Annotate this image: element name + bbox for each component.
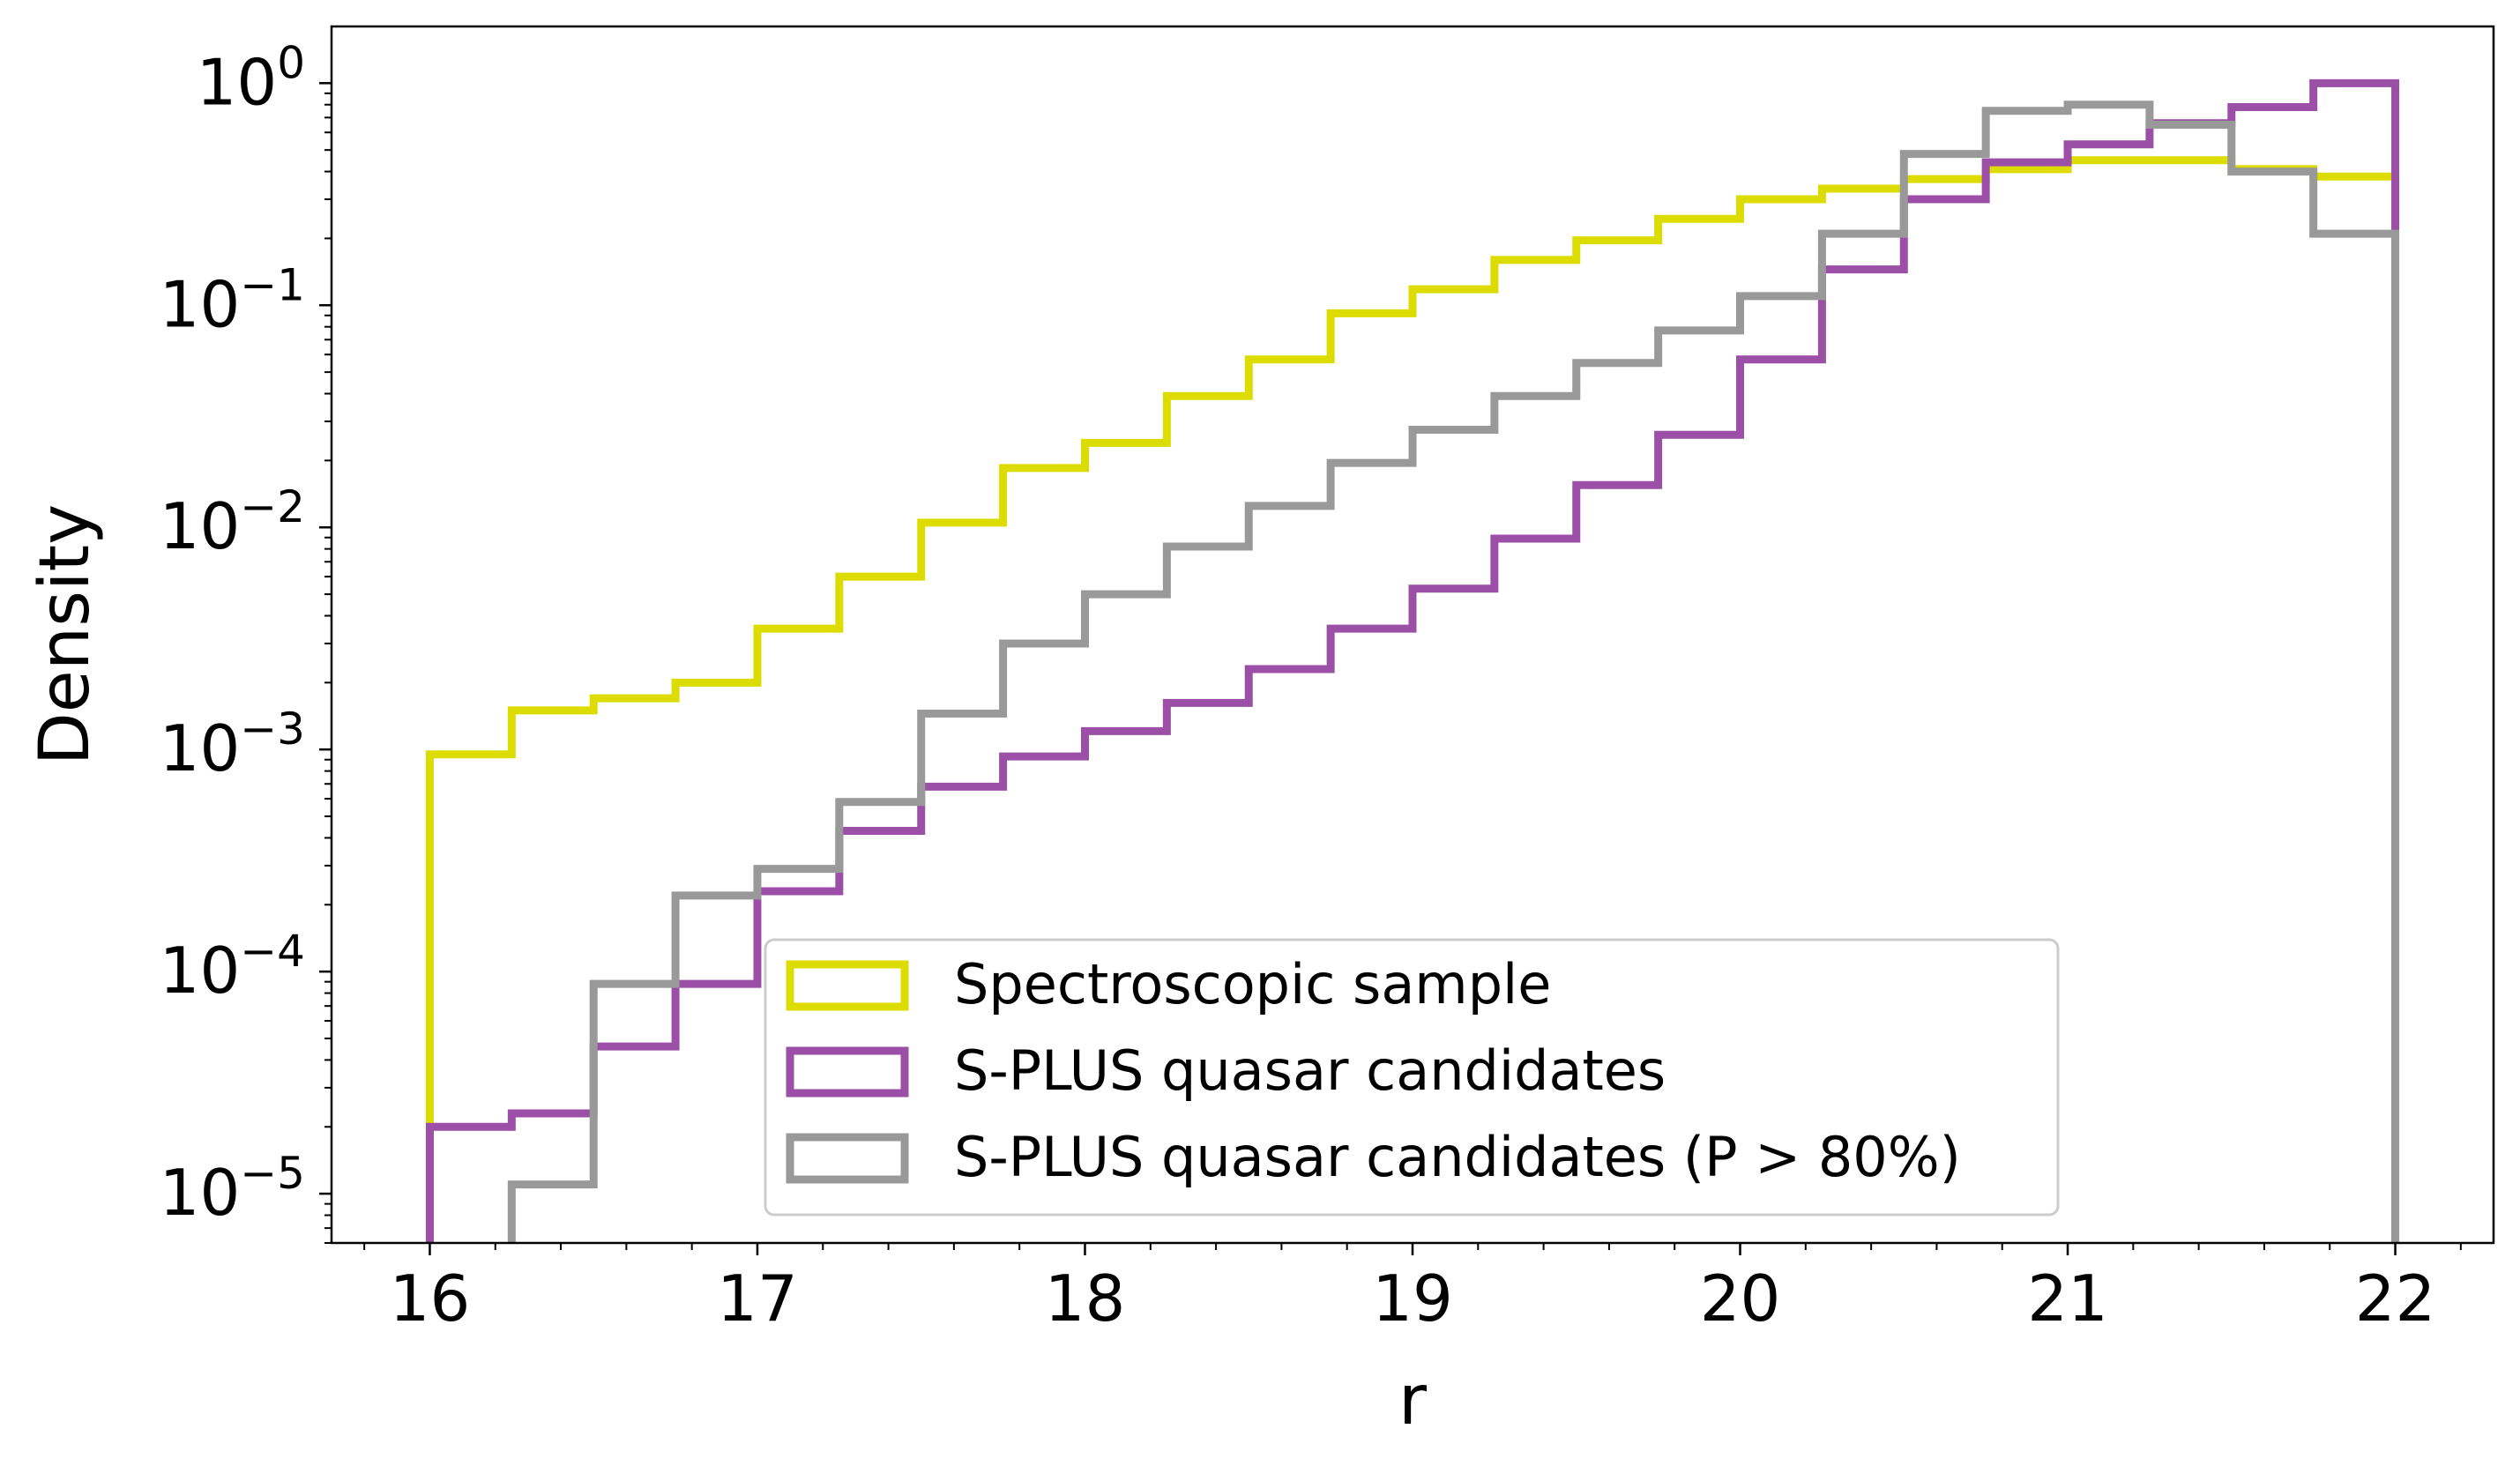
x-tick-label: 17 (717, 1261, 798, 1336)
series-layer (425, 78, 2400, 1243)
x-tick-label: 19 (1372, 1261, 1453, 1336)
y-tick-exponent: 0 (277, 37, 305, 88)
x-tick-label: 20 (1700, 1261, 1781, 1336)
y-tick-exponent: −3 (240, 703, 305, 755)
x-tick-label: 22 (2355, 1261, 2436, 1336)
y-tick-base: 10 (160, 711, 241, 785)
y-tick-label: 100 (197, 37, 305, 119)
x-tick-label: 21 (2027, 1261, 2108, 1336)
y-tick-exponent: −4 (240, 926, 305, 977)
y-tick-exponent: −5 (240, 1148, 305, 1199)
legend: Spectroscopic sample S-PLUS quasar candid… (764, 938, 2060, 1217)
y-tick-exponent: −2 (240, 481, 305, 532)
y-tick-label: 10−1 (160, 259, 305, 341)
y-tick-label: 10−4 (160, 926, 305, 1008)
legend-label-1: Spectroscopic sample (954, 952, 1551, 1016)
y-axis-label: Density (26, 504, 105, 766)
y-tick-label: 10−5 (160, 1148, 305, 1230)
series-line-3 (507, 100, 2400, 1243)
y-tick-base: 10 (160, 1156, 241, 1230)
x-tick-label: 16 (390, 1261, 471, 1336)
legend-label-2: S-PLUS quasar candidates (954, 1038, 1666, 1103)
legend-label-3: S-PLUS quasar candidates (P > 80%) (954, 1125, 1961, 1189)
legend-swatch-1 (786, 960, 909, 1011)
y-tick-base: 10 (160, 489, 241, 563)
series-line-2 (425, 78, 2400, 1243)
y-tick-label: 10−3 (160, 703, 305, 785)
y-tick-base: 10 (160, 934, 241, 1008)
legend-box (764, 938, 2060, 1217)
legend-swatch-3 (786, 1133, 909, 1184)
series-line-1 (425, 156, 2400, 1243)
y-tick-exponent: −1 (240, 259, 305, 310)
legend-swatch-2 (786, 1046, 909, 1098)
x-axis-label: r (1398, 1361, 1428, 1440)
y-tick-base: 10 (160, 267, 241, 341)
y-tick-base: 10 (197, 45, 278, 119)
y-tick-label: 10−2 (160, 481, 305, 563)
x-tick-label: 18 (1045, 1261, 1126, 1336)
